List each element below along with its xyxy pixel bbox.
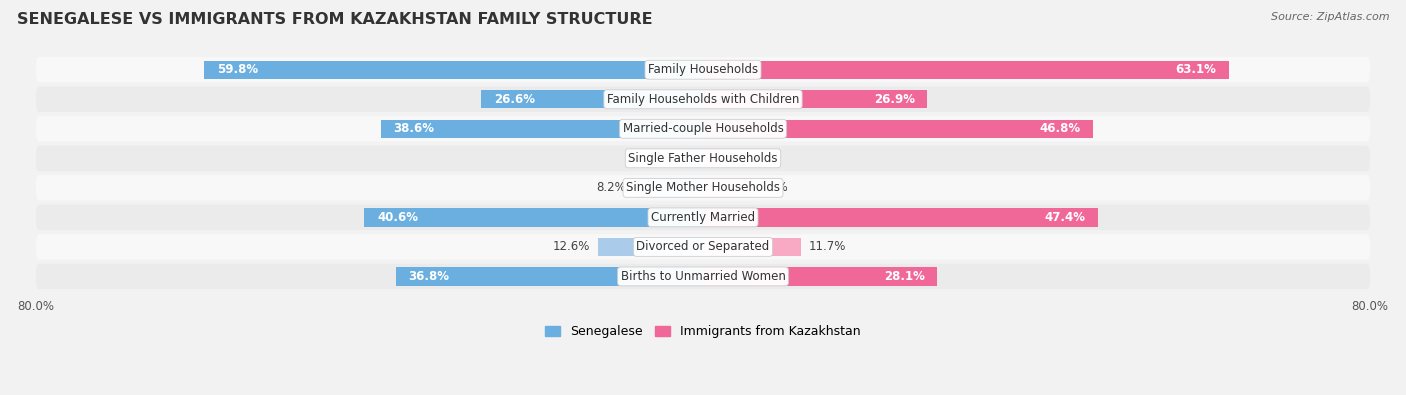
Text: SENEGALESE VS IMMIGRANTS FROM KAZAKHSTAN FAMILY STRUCTURE: SENEGALESE VS IMMIGRANTS FROM KAZAKHSTAN… [17, 12, 652, 27]
Text: Source: ZipAtlas.com: Source: ZipAtlas.com [1271, 12, 1389, 22]
Legend: Senegalese, Immigrants from Kazakhstan: Senegalese, Immigrants from Kazakhstan [540, 320, 866, 343]
Bar [598, 238, 703, 256]
Text: 11.7%: 11.7% [808, 241, 846, 254]
Text: 59.8%: 59.8% [217, 63, 259, 76]
Text: 47.4%: 47.4% [1045, 211, 1085, 224]
Text: 28.1%: 28.1% [884, 270, 925, 283]
Bar [703, 267, 938, 286]
Bar [204, 60, 703, 79]
Bar [703, 208, 1098, 227]
FancyBboxPatch shape [37, 87, 1369, 112]
Bar [703, 120, 1094, 138]
Text: 8.2%: 8.2% [596, 181, 626, 194]
Text: Single Father Households: Single Father Households [628, 152, 778, 165]
Text: Family Households: Family Households [648, 63, 758, 76]
Bar [703, 238, 800, 256]
Bar [381, 120, 703, 138]
Bar [396, 267, 703, 286]
Text: Married-couple Households: Married-couple Households [623, 122, 783, 135]
Bar [481, 90, 703, 108]
FancyBboxPatch shape [37, 234, 1369, 260]
Text: 36.8%: 36.8% [409, 270, 450, 283]
Text: 26.9%: 26.9% [873, 93, 915, 106]
Bar [634, 179, 703, 197]
Text: 63.1%: 63.1% [1175, 63, 1216, 76]
Text: 46.8%: 46.8% [1039, 122, 1081, 135]
FancyBboxPatch shape [37, 116, 1369, 141]
Text: 5.6%: 5.6% [758, 181, 787, 194]
Text: Family Households with Children: Family Households with Children [607, 93, 799, 106]
FancyBboxPatch shape [37, 205, 1369, 230]
Bar [703, 90, 928, 108]
FancyBboxPatch shape [37, 264, 1369, 289]
Text: 2.3%: 2.3% [645, 152, 675, 165]
Text: 40.6%: 40.6% [377, 211, 418, 224]
Text: 26.6%: 26.6% [494, 93, 534, 106]
FancyBboxPatch shape [37, 57, 1369, 83]
Text: 2.0%: 2.0% [728, 152, 758, 165]
FancyBboxPatch shape [37, 146, 1369, 171]
Text: Currently Married: Currently Married [651, 211, 755, 224]
Bar [683, 149, 703, 167]
Bar [703, 179, 749, 197]
Text: Single Mother Households: Single Mother Households [626, 181, 780, 194]
Bar [703, 60, 1229, 79]
Bar [364, 208, 703, 227]
Text: Divorced or Separated: Divorced or Separated [637, 241, 769, 254]
Text: 38.6%: 38.6% [394, 122, 434, 135]
FancyBboxPatch shape [37, 175, 1369, 201]
Bar [703, 149, 720, 167]
Text: 12.6%: 12.6% [553, 241, 589, 254]
Text: Births to Unmarried Women: Births to Unmarried Women [620, 270, 786, 283]
